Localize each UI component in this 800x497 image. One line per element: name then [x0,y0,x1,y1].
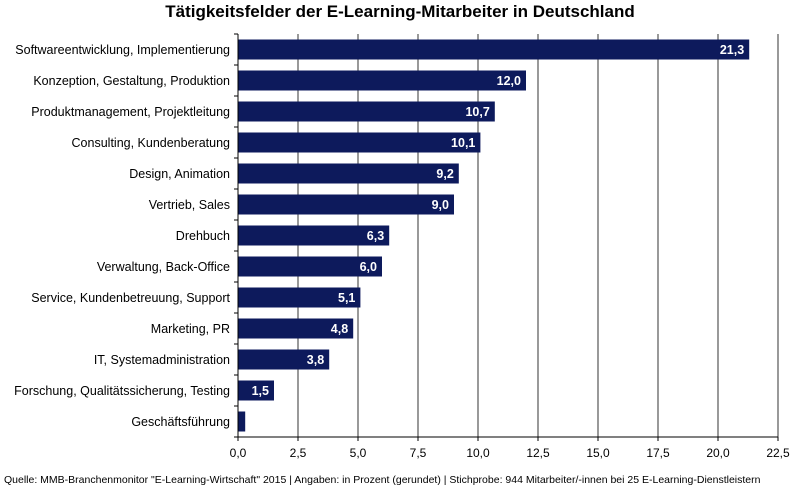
bar [238,70,526,91]
category-label: Konzeption, Gestaltung, Produktion [33,74,230,88]
bar [238,101,495,122]
x-tick-label: 17,5 [646,446,670,460]
bar-value-label: 3,8 [307,353,324,367]
bar-value-label: 4,8 [331,322,348,336]
category-label: Marketing, PR [151,322,230,336]
bar-value-label: 12,0 [497,74,521,88]
category-labels: Softwareentwicklung, Implementierung Konz… [14,43,230,429]
x-tick-label: 22,5 [766,446,790,460]
x-tick-label: 2,5 [290,446,307,460]
x-tick-label: 12,5 [526,446,550,460]
bars: 21,3 12,0 10,7 10,1 9,2 9,0 6,3 6,0 5,1 4,8 3,8 1,5 [238,39,750,432]
bar-value-label: 21,3 [720,43,744,57]
bar [238,194,454,215]
bar-value-label: 1,5 [252,384,269,398]
bar [238,225,390,246]
bar [238,287,361,308]
category-label: Verwaltung, Back-Office [97,260,230,274]
category-label: Forschung, Qualitätssicherung, Testing [14,384,230,398]
category-label: Produktmanagement, Projektleitung [31,105,230,119]
x-tick-label: 0,0 [230,446,247,460]
category-label: Consulting, Kundenberatung [72,136,231,150]
bar [238,349,330,370]
bar [238,411,246,432]
bar-value-label: 6,3 [367,229,384,243]
bar [238,380,274,401]
x-tick-label: 15,0 [586,446,610,460]
category-label: IT, Systemadministration [94,353,230,367]
category-label: Geschäftsführung [131,415,230,429]
category-label: Vertrieb, Sales [149,198,230,212]
bar [238,163,459,184]
bar [238,256,382,277]
x-axis-tick-labels: 0,0 2,5 5,0 7,5 10,0 12,5 15,0 17,5 20,0 22,5 [230,446,790,460]
axes [234,33,779,441]
x-tick-label: 7,5 [410,446,427,460]
bar-value-label: 9,0 [432,198,449,212]
bar-value-label: 6,0 [360,260,377,274]
source-note: Quelle: MMB-Branchenmonitor "E-Learning-… [4,474,761,486]
bar-value-label: 10,7 [465,105,489,119]
bar-value-label: 10,1 [451,136,475,150]
bar [238,318,354,339]
chart-title: Tätigkeitsfelder der E-Learning-Mitarbei… [165,2,635,21]
bar-value-label: 9,2 [436,167,453,181]
x-tick-label: 10,0 [466,446,490,460]
bar-value-label: 5,1 [338,291,355,305]
category-label: Service, Kundenbetreuung, Support [31,291,230,305]
category-label: Drehbuch [176,229,230,243]
category-label: Softwareentwicklung, Implementierung [15,43,230,57]
bar [238,132,481,153]
x-tick-label: 20,0 [706,446,730,460]
x-tick-label: 5,0 [350,446,367,460]
category-label: Design, Animation [129,167,230,181]
bar [238,39,750,60]
